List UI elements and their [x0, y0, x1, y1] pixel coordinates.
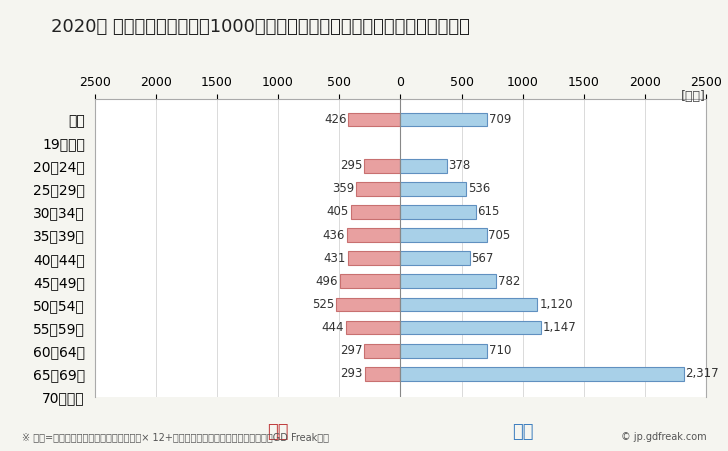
Text: 1,120: 1,120 — [539, 298, 573, 311]
Bar — [340, 274, 400, 288]
Text: 705: 705 — [488, 229, 511, 242]
Text: 女性: 女性 — [267, 423, 289, 441]
Text: 710: 710 — [489, 344, 512, 357]
Text: 567: 567 — [472, 252, 494, 265]
Bar — [364, 159, 400, 173]
Text: [万円]: [万円] — [681, 90, 706, 103]
Bar — [400, 113, 487, 126]
Bar — [357, 182, 400, 196]
Bar — [400, 182, 466, 196]
Bar — [400, 367, 684, 381]
Text: 709: 709 — [489, 113, 511, 126]
Text: 359: 359 — [333, 182, 355, 195]
Bar — [400, 159, 447, 173]
Bar — [400, 274, 496, 288]
Bar — [347, 228, 400, 242]
Bar — [351, 205, 400, 219]
Text: 293: 293 — [341, 367, 363, 380]
Text: 496: 496 — [315, 275, 338, 288]
Bar — [400, 205, 475, 219]
Text: 男性: 男性 — [512, 423, 534, 441]
Bar — [365, 367, 400, 381]
Bar — [336, 298, 400, 311]
Text: 444: 444 — [322, 321, 344, 334]
Text: 782: 782 — [498, 275, 521, 288]
Bar — [400, 228, 486, 242]
Text: 378: 378 — [448, 159, 471, 172]
Text: 525: 525 — [312, 298, 334, 311]
Text: 1,147: 1,147 — [542, 321, 577, 334]
Text: 431: 431 — [323, 252, 346, 265]
Bar — [400, 251, 470, 265]
Text: 2,317: 2,317 — [686, 367, 719, 380]
Text: 405: 405 — [327, 206, 349, 218]
Bar — [400, 321, 541, 335]
Text: ※ 年収=「きまって支給する現金給与額」× 12+「年間賞与その他特別給与額」としてGD Freak推計: ※ 年収=「きまって支給する現金給与額」× 12+「年間賞与その他特別給与額」と… — [22, 432, 329, 442]
Bar — [400, 298, 537, 311]
Text: 436: 436 — [323, 229, 345, 242]
Text: © jp.gdfreak.com: © jp.gdfreak.com — [620, 432, 706, 442]
Text: 615: 615 — [478, 206, 500, 218]
Text: 2020年 民間企業（従業者数1000人以上）フルタイム労働者の男女別平均年収: 2020年 民間企業（従業者数1000人以上）フルタイム労働者の男女別平均年収 — [51, 18, 470, 36]
Bar — [400, 344, 487, 358]
Text: 295: 295 — [340, 159, 363, 172]
Bar — [348, 251, 400, 265]
Text: 426: 426 — [324, 113, 347, 126]
Text: 297: 297 — [340, 344, 363, 357]
Bar — [346, 321, 400, 335]
Text: 536: 536 — [468, 182, 490, 195]
Bar — [348, 113, 400, 126]
Bar — [364, 344, 400, 358]
